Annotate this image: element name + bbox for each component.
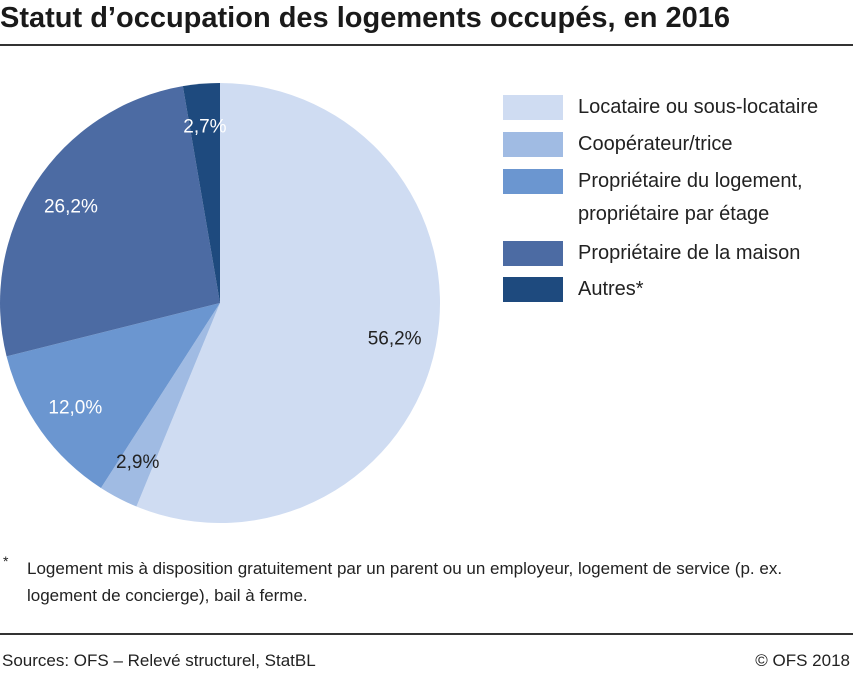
legend-label: Coopérateur/trice: [578, 133, 733, 155]
legend-label-line: Propriétaire du logement,: [578, 170, 803, 192]
legend-label-line: propriétaire par étage: [578, 203, 770, 225]
legend-swatch: [503, 95, 563, 120]
slice-data-label: 2,7%: [183, 117, 226, 138]
pie-slice: [182, 83, 220, 303]
legend-swatch: [503, 277, 563, 302]
pie-slice: [6, 303, 221, 489]
legend-swatch: [503, 132, 563, 157]
pie-slice: [0, 86, 221, 357]
legend-item: Propriétaire de la maison: [503, 241, 800, 270]
legend-label: Propriétaire du logement, propriétaire p…: [578, 165, 803, 231]
pie-slice: [100, 303, 220, 507]
footnote-text: Logement mis à disposition gratuitement …: [27, 559, 783, 605]
legend-label: Propriétaire de la maison: [578, 242, 801, 264]
legend-item: Autres*: [503, 277, 644, 306]
slice-data-label: 12,0%: [48, 398, 102, 419]
source-text: Sources: OFS – Relevé structurel, StatBL: [2, 651, 316, 670]
legend-label: Locataire ou sous-locataire: [578, 96, 819, 118]
legend-item: Coopérateur/trice: [503, 132, 733, 161]
chart-title: Statut d’occupation des logements occupé…: [0, 2, 731, 34]
legend-label: Autres*: [578, 278, 644, 300]
slice-data-label: 56,2%: [368, 328, 422, 349]
pie-slice: [136, 83, 440, 523]
legend-item: Propriétaire du logement, propriétaire p…: [503, 169, 803, 231]
slice-data-label: 2,9%: [116, 452, 159, 473]
pie-chart: 56,2% 2,9% 12,0% 26,2% 2,7%: [0, 83, 440, 523]
slice-data-label: 26,2%: [44, 197, 98, 218]
legend-item: Locataire ou sous-locataire: [503, 95, 818, 124]
footer-divider: [0, 633, 853, 635]
legend-swatch: [503, 241, 563, 266]
title-divider: [0, 44, 853, 46]
legend-swatch: [503, 169, 563, 194]
copyright-text: © OFS 2018: [755, 651, 850, 670]
footnote-marker: *: [3, 553, 9, 569]
